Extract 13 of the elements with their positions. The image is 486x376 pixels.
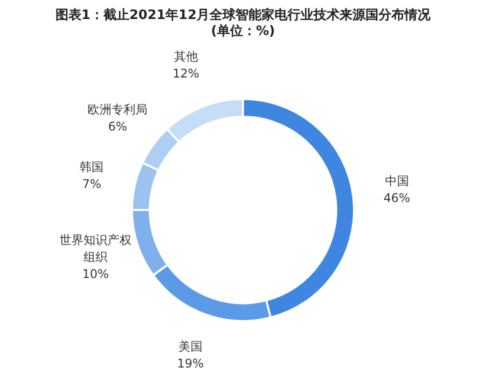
data-label: 46% <box>383 191 410 206</box>
slice-label: 世界知识产权组织 <box>60 233 132 264</box>
data-label: 12% <box>172 66 200 81</box>
slice-label: 其他 <box>174 50 198 64</box>
data-label: 10% <box>82 267 109 282</box>
data-label: 19% <box>177 356 204 370</box>
data-label: 6% <box>108 120 128 134</box>
slice-label: 韩国 <box>80 160 104 174</box>
slice-label: 美国 <box>178 339 202 354</box>
slice-label: 中国 <box>384 174 409 188</box>
chart-title: 图表1：截止2021年12月全球智能家电行业技术来源国分布情况(单位：%) <box>54 8 432 41</box>
data-label: 7% <box>82 176 102 191</box>
slice-label: 欧洲专利局 <box>88 102 148 117</box>
